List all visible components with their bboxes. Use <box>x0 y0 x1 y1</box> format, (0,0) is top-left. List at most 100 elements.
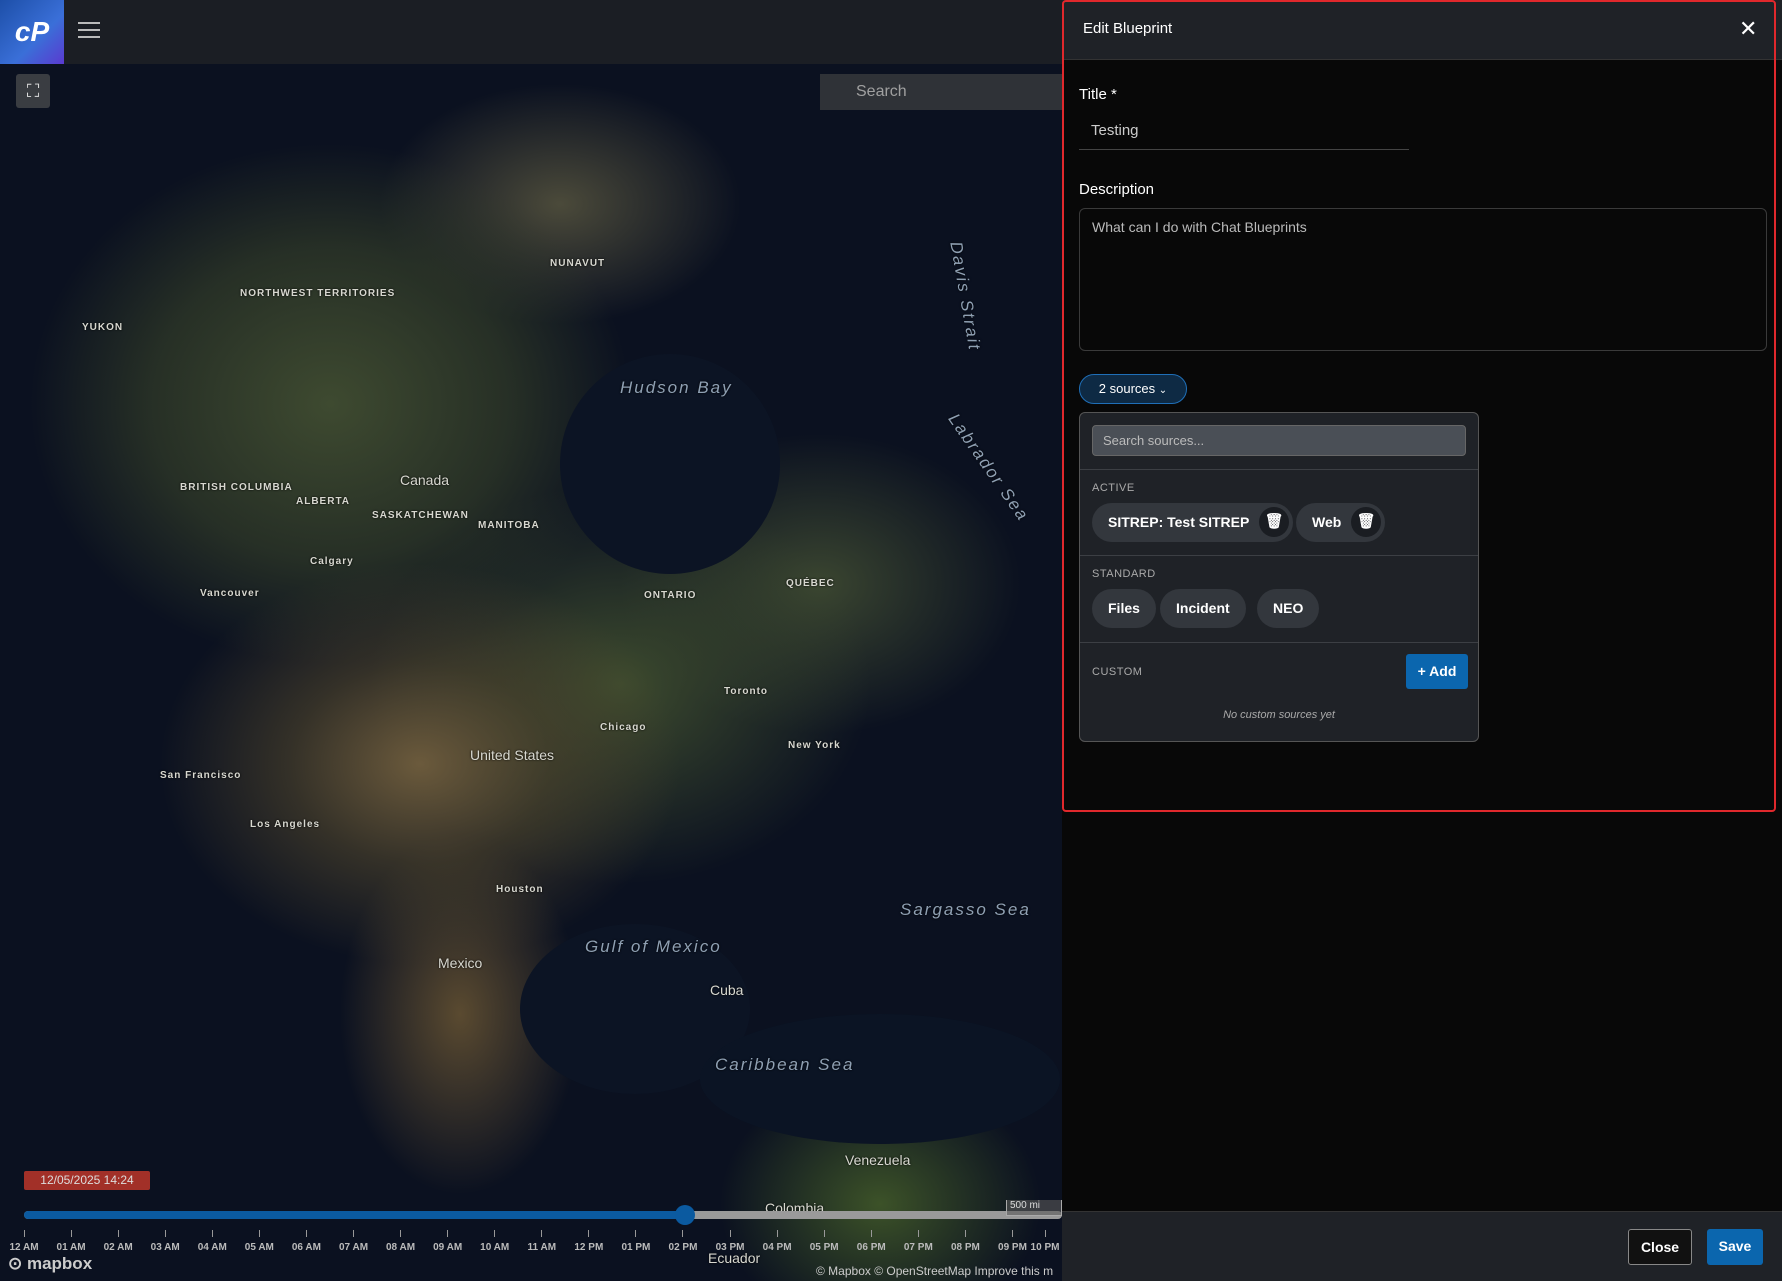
map-label: Venezuela <box>845 1152 911 1168</box>
fullscreen-icon[interactable]: ⛶ <box>16 74 50 108</box>
map-label: Davis Strait <box>946 240 985 353</box>
chip-label: Web <box>1312 514 1342 530</box>
map-label: Ecuador <box>708 1250 761 1266</box>
map-label: San Francisco <box>160 770 242 781</box>
timeline-tick-label: 09 PM <box>992 1230 1032 1253</box>
standard-section: STANDARD Files Incident NEO <box>1080 555 1478 642</box>
map-attribution[interactable]: © Mapbox © OpenStreetMap Improve this m <box>816 1264 1054 1278</box>
mapbox-logo-text: mapbox <box>26 1254 93 1273</box>
active-section: ACTIVE SITREP: Test SITREP 🗑 Web 🗑 <box>1080 469 1478 555</box>
map-label: NORTHWEST TERRITORIES <box>240 288 396 299</box>
standard-source-chip-files[interactable]: Files <box>1092 589 1156 628</box>
map-label: QUÉBEC <box>786 578 835 589</box>
timeline-tick-label: 04 PM <box>757 1230 797 1253</box>
scale-bar: 500 mi <box>1006 1200 1062 1216</box>
timeline-tick-label: 03 AM <box>145 1230 185 1253</box>
timeline-tick-label: 06 AM <box>286 1230 326 1253</box>
timeline-tick-label: 08 AM <box>381 1230 421 1253</box>
chevron-down-icon: ⌄ <box>1158 385 1168 396</box>
timeline-tick-label: 04 AM <box>192 1230 232 1253</box>
map-label: ONTARIO <box>644 590 697 601</box>
edit-blueprint-panel: Edit Blueprint ✕ Title * Description Wha… <box>1062 0 1782 1281</box>
no-custom-sources-text: No custom sources yet <box>1223 709 1335 721</box>
map-label: Toronto <box>724 686 769 697</box>
map-label: Chicago <box>600 722 647 733</box>
description-textarea[interactable]: What can I do with Chat Blueprints <box>1079 208 1767 351</box>
map-label: Hudson Bay <box>620 378 733 397</box>
map-label: Gulf of Mexico <box>585 937 722 956</box>
active-heading: ACTIVE <box>1092 482 1135 494</box>
timeline-thumb[interactable] <box>674 1205 695 1225</box>
map-label: Sargasso Sea <box>900 900 1031 919</box>
map-label: United States <box>470 747 555 763</box>
map-label: Mexico <box>438 955 483 971</box>
timeline-tick-label: 06 PM <box>851 1230 891 1253</box>
timeline-fill <box>24 1211 685 1219</box>
trash-icon[interactable]: 🗑 <box>1259 506 1290 537</box>
hudson-bay-water <box>560 354 780 574</box>
map-label: Cuba <box>710 982 744 998</box>
active-source-chip[interactable]: Web 🗑 <box>1296 503 1386 542</box>
standard-heading: STANDARD <box>1092 568 1156 580</box>
timeline-tick-label: 05 AM <box>239 1230 279 1253</box>
title-label: Title * <box>1079 86 1117 103</box>
timeline-tick-label: 07 AM <box>333 1230 373 1253</box>
timeline-tick-label: 12 AM <box>4 1230 44 1253</box>
search-sources-input[interactable] <box>1092 425 1466 456</box>
sources-dropdown-button[interactable]: 2 sources ⌄ <box>1079 374 1187 404</box>
save-button[interactable]: Save <box>1707 1229 1763 1265</box>
description-label: Description <box>1079 181 1155 198</box>
add-custom-source-button[interactable]: + Add <box>1406 654 1468 689</box>
map-label: NUNAVUT <box>550 258 606 269</box>
custom-section-divider <box>1080 642 1478 643</box>
map-label: Caribbean Sea <box>715 1055 855 1074</box>
panel-header: Edit Blueprint ✕ <box>1062 0 1782 60</box>
custom-heading: CUSTOM <box>1092 666 1143 678</box>
map-label: Vancouver <box>200 588 260 599</box>
timeline-tick-label: 09 AM <box>428 1230 468 1253</box>
timeline-tick-label: 10 PM <box>1030 1230 1060 1253</box>
standard-source-chip-neo[interactable]: NEO <box>1257 589 1320 628</box>
timeline-tick-label: 11 AM <box>522 1230 562 1253</box>
close-icon[interactable]: ✕ <box>1739 16 1758 41</box>
sources-dropdown: ACTIVE SITREP: Test SITREP 🗑 Web 🗑 STANDAR… <box>1079 412 1479 742</box>
timeline-tick-label: 02 PM <box>663 1230 703 1253</box>
map-label: YUKON <box>82 322 124 333</box>
timeline-tick-label: 10 AM <box>475 1230 515 1253</box>
timeline-tick-label: 01 PM <box>616 1230 656 1253</box>
map-label: Calgary <box>310 556 354 567</box>
panel-footer: Close Save <box>1062 1211 1782 1281</box>
timestamp-badge: 12/05/2025 14:24 <box>24 1171 150 1190</box>
map-label: BRITISH COLUMBIA <box>180 482 293 493</box>
map-label: SASKATCHEWAN <box>372 510 469 521</box>
map-search-input[interactable] <box>820 74 1062 110</box>
map-canvas[interactable]: NUNAVUT NORTHWEST TERRITORIES YUKON Hudson … <box>0 64 1062 1281</box>
map-label: MANITOBA <box>478 520 540 531</box>
timeline-tick-label: 08 PM <box>945 1230 985 1253</box>
title-input[interactable] <box>1079 112 1409 150</box>
close-button[interactable]: Close <box>1628 1229 1692 1265</box>
caribbean-water <box>700 1014 1060 1144</box>
trash-icon[interactable]: 🗑 <box>1351 506 1382 537</box>
map-label: Houston <box>496 884 544 895</box>
standard-source-chip-incident[interactable]: Incident <box>1160 589 1246 628</box>
map-label: New York <box>788 740 841 751</box>
map-label: Los Angeles <box>250 819 321 830</box>
hamburger-icon[interactable] <box>78 22 100 40</box>
map-label: Canada <box>400 472 450 488</box>
timeline-tick-label: 03 PM <box>710 1230 750 1253</box>
timeline-slider[interactable] <box>24 1205 1062 1225</box>
app-logo[interactable]: cP <box>0 0 64 64</box>
top-bar: cP <box>0 0 1062 64</box>
timeline-tick-label: 05 PM <box>804 1230 844 1253</box>
timeline-tick-label: 07 PM <box>898 1230 938 1253</box>
mapbox-logo[interactable]: ⊙ mapbox <box>8 1254 93 1273</box>
timeline-tick-label: 12 PM <box>569 1230 609 1253</box>
active-source-chip[interactable]: SITREP: Test SITREP 🗑 <box>1092 503 1294 542</box>
chip-label: SITREP: Test SITREP <box>1108 514 1250 530</box>
timeline-tick-label: 01 AM <box>51 1230 91 1253</box>
sources-count: 2 sources <box>1098 381 1156 396</box>
timeline-tick-label: 02 AM <box>98 1230 138 1253</box>
map-label: ALBERTA <box>296 496 351 507</box>
panel-title: Edit Blueprint <box>1083 20 1173 37</box>
